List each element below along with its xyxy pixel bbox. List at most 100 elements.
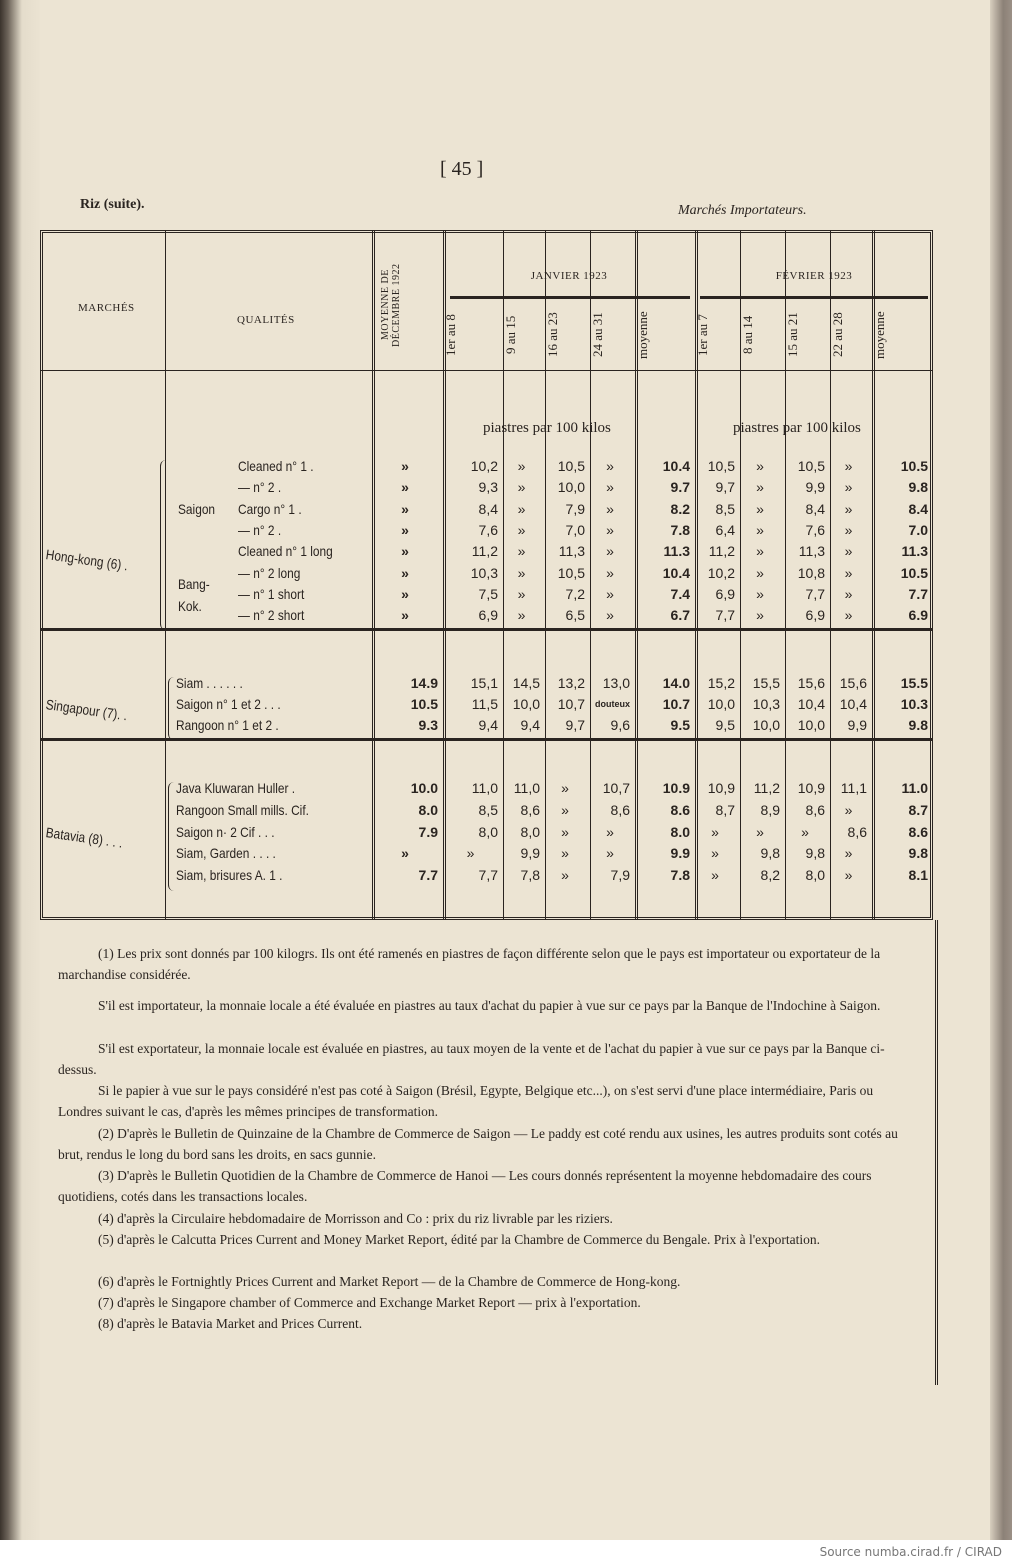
subgroup-name: Saigon (178, 500, 216, 517)
header-fevrier: FÉVRIER 1923 (775, 270, 853, 282)
subgroup-name: Bang- Kok. (178, 576, 210, 615)
price-cell: 15.5 (900, 675, 928, 691)
price-cell: 7,8 (520, 867, 540, 884)
header-qualites: QUALITÉS (237, 314, 295, 326)
price-cell: » (517, 543, 526, 560)
price-cell: 8,5 (478, 801, 498, 818)
price-cell: » (844, 500, 853, 517)
header-period: 1er au 8 (443, 314, 458, 356)
price-cell: 7.4 (670, 585, 690, 602)
price-cell: 10,2 (707, 564, 735, 581)
price-cell: » (756, 479, 764, 496)
price-cell: 7,2 (565, 585, 585, 602)
price-cell: » (517, 500, 526, 517)
footnote: (3) D'après le Bulletin Quotidien de la … (58, 1168, 872, 1204)
price-cell: 15,1 (470, 675, 498, 691)
price-cell: 13,2 (557, 675, 585, 691)
footnote: (5) d'après le Calcutta Prices Current a… (98, 1232, 821, 1247)
quality-label: Cleaned n° 1 long (238, 543, 333, 560)
price-cell: » (711, 867, 719, 884)
price-cell: » (606, 564, 614, 581)
price-cell: 7,6 (478, 521, 498, 538)
price-cell: » (401, 500, 409, 517)
price-cell: douteux (595, 699, 630, 709)
price-cell: » (401, 607, 409, 624)
price-cell: » (517, 585, 526, 602)
header-moyenne-decembre: MOYENNE DE DÉCEMBRE 1922 (380, 263, 402, 347)
source-credit: Source numba.cirad.fr / CIRAD (819, 1545, 1002, 1559)
column-rule (785, 230, 786, 920)
price-cell: 9,9 (805, 479, 825, 496)
price-cell: » (756, 458, 764, 474)
quality-label: — n° 2 . (238, 521, 282, 538)
price-cell: » (756, 500, 764, 517)
price-cell: 8,7 (715, 801, 735, 818)
footnote: (8) d'après le Batavia Market and Prices… (98, 1316, 363, 1331)
page-number: [ 45 ] (440, 158, 484, 180)
brace (168, 677, 175, 740)
quality-label: Saigon n· 2 Cif . . . (176, 823, 275, 840)
price-cell: 15,6 (839, 675, 867, 691)
price-cell: » (606, 458, 614, 474)
price-cell: 10,3 (470, 564, 498, 581)
header-period: moyenne (635, 311, 650, 359)
group-separator (40, 628, 933, 631)
price-cell: » (606, 500, 614, 517)
quality-label: Siam, Garden . . . . (176, 845, 276, 862)
price-cell: 6,9 (805, 607, 825, 624)
price-cell: 10,8 (797, 564, 825, 581)
price-cell: » (844, 458, 853, 474)
footer-bar (0, 1540, 1012, 1566)
price-cell: » (606, 585, 614, 602)
price-cell: 8.6 (670, 801, 690, 818)
price-cell: 10.3 (900, 696, 928, 712)
price-cell: 9,7 (565, 717, 585, 733)
header-period: 9 au 15 (503, 315, 518, 355)
price-cell: » (606, 479, 614, 496)
price-cell: » (517, 607, 526, 624)
header-period: 8 au 14 (740, 315, 755, 355)
price-cell: 10,5 (557, 458, 585, 474)
price-cell: 10,4 (797, 696, 825, 712)
price-cell: 10,0 (707, 696, 735, 712)
price-cell: 11.3 (663, 543, 690, 560)
price-cell: 8.1 (908, 867, 928, 884)
footnote: (6) d'après le Fortnightly Prices Curren… (98, 1274, 681, 1289)
price-cell: 9,8 (760, 845, 780, 862)
price-table (40, 230, 933, 920)
price-cell: 10,0 (797, 717, 825, 733)
header-period: 16 au 23 (545, 312, 560, 358)
price-cell: 7.8 (670, 867, 690, 884)
price-cell: 8,9 (760, 801, 780, 818)
unit-fevrier: piastres par 100 kilos (733, 420, 861, 436)
price-cell: 9.9 (670, 845, 690, 862)
price-cell: 11,5 (471, 696, 498, 712)
quality-label: — n° 2 short (238, 607, 305, 624)
footnote: (1) Les prix sont donnés par 100 kilogrs… (58, 946, 881, 982)
quality-label: — n° 2 . (238, 479, 282, 496)
price-cell: » (517, 479, 526, 496)
price-cell: 8,4 (805, 500, 825, 517)
price-cell: 7,9 (565, 500, 585, 517)
price-cell: » (606, 823, 614, 840)
price-cell: 6,5 (565, 607, 585, 624)
price-cell: 11,2 (708, 543, 735, 560)
column-rule (165, 230, 166, 920)
header-period: moyenne (872, 311, 887, 359)
quality-label: Saigon n° 1 et 2 . . . (176, 696, 281, 712)
header-period: 1er au 7 (695, 314, 710, 356)
price-cell: » (711, 845, 719, 862)
price-cell: » (466, 845, 475, 862)
column-rule (545, 230, 546, 920)
price-cell: 7.0 (908, 521, 928, 538)
price-cell: 11.3 (901, 543, 928, 560)
price-cell: 10.5 (900, 564, 928, 581)
price-cell: 7.7 (418, 867, 438, 884)
price-cell: » (401, 543, 409, 560)
price-cell: 8,5 (715, 500, 735, 517)
quality-label: Java Kluwaran Huller . (176, 780, 296, 796)
price-cell: » (561, 867, 569, 884)
price-cell: » (401, 564, 409, 581)
price-cell: 10.5 (900, 458, 928, 474)
price-cell: 11,2 (753, 780, 780, 796)
